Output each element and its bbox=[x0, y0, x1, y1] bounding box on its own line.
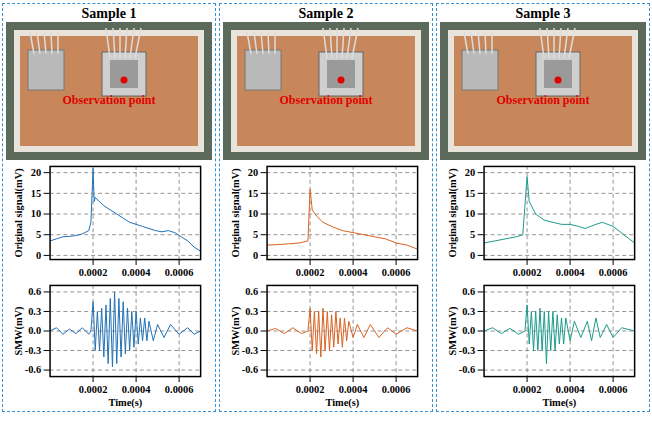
html-text:Sample 1: Sample 1 bbox=[81, 6, 137, 21]
svg-text:SMW(mV): SMW(mV) bbox=[13, 306, 25, 355]
svg-text:0.0004: 0.0004 bbox=[556, 267, 585, 278]
svg-text:0.0: 0.0 bbox=[28, 325, 41, 336]
svg-text:Time(s): Time(s) bbox=[325, 397, 359, 409]
svg-text:Original signal(mV): Original signal(mV) bbox=[13, 168, 25, 257]
svg-text:0.0002: 0.0002 bbox=[79, 384, 108, 395]
svg-text:20: 20 bbox=[31, 167, 41, 178]
svg-text:0.0006: 0.0006 bbox=[382, 384, 411, 395]
svg-text:-0.6: -0.6 bbox=[459, 364, 475, 375]
svg-text:5: 5 bbox=[36, 229, 41, 240]
svg-text:0.0004: 0.0004 bbox=[556, 384, 585, 395]
svg-text:0.0006: 0.0006 bbox=[165, 384, 194, 395]
svg-text:0.0002: 0.0002 bbox=[296, 267, 325, 278]
svg-text:10: 10 bbox=[465, 208, 475, 219]
svg-text:Original signal(mV): Original signal(mV) bbox=[447, 168, 459, 257]
svg-text:0.3: 0.3 bbox=[28, 306, 41, 317]
svg-text:Original signal(mV): Original signal(mV) bbox=[230, 168, 242, 257]
svg-text:0.0002: 0.0002 bbox=[513, 384, 542, 395]
svg-text:20: 20 bbox=[465, 167, 475, 178]
svg-text:10: 10 bbox=[248, 208, 258, 219]
svg-text:0.0006: 0.0006 bbox=[599, 384, 628, 395]
svg-text:0.3: 0.3 bbox=[245, 306, 258, 317]
svg-text:Time(s): Time(s) bbox=[108, 397, 142, 409]
svg-text:20: 20 bbox=[248, 167, 258, 178]
svg-text:10: 10 bbox=[31, 208, 41, 219]
svg-text:15: 15 bbox=[31, 188, 41, 199]
svg-text:15: 15 bbox=[248, 188, 258, 199]
html-text:Sample 3: Sample 3 bbox=[515, 6, 571, 21]
svg-text:-0.6: -0.6 bbox=[242, 364, 258, 375]
svg-text:0.0002: 0.0002 bbox=[513, 267, 542, 278]
svg-text:0.0006: 0.0006 bbox=[165, 267, 194, 278]
svg-text:0.0004: 0.0004 bbox=[122, 267, 151, 278]
svg-text:0.0002: 0.0002 bbox=[79, 267, 108, 278]
svg-text:-0.3: -0.3 bbox=[25, 345, 41, 356]
svg-text:Observation point: Observation point bbox=[279, 93, 372, 107]
svg-text:0.6: 0.6 bbox=[245, 286, 258, 297]
svg-text:SMW(mV): SMW(mV) bbox=[447, 306, 459, 355]
svg-text:SMW(mV): SMW(mV) bbox=[230, 306, 242, 355]
svg-text:0.6: 0.6 bbox=[28, 286, 41, 297]
svg-text:0.6: 0.6 bbox=[462, 286, 475, 297]
svg-text:0: 0 bbox=[36, 250, 41, 261]
html-text:Sample 2: Sample 2 bbox=[298, 6, 354, 21]
svg-text:Time(s): Time(s) bbox=[542, 397, 576, 409]
svg-text:-0.6: -0.6 bbox=[25, 364, 41, 375]
svg-text:5: 5 bbox=[253, 229, 258, 240]
svg-text:0.0006: 0.0006 bbox=[382, 267, 411, 278]
svg-text:0.0002: 0.0002 bbox=[296, 384, 325, 395]
svg-text:-0.3: -0.3 bbox=[459, 345, 475, 356]
svg-text:0.3: 0.3 bbox=[462, 306, 475, 317]
svg-text:15: 15 bbox=[465, 188, 475, 199]
svg-text:0.0004: 0.0004 bbox=[339, 267, 368, 278]
svg-text:5: 5 bbox=[470, 229, 475, 240]
svg-text:Observation point: Observation point bbox=[496, 93, 589, 107]
svg-text:0.0: 0.0 bbox=[245, 325, 258, 336]
svg-text:Observation point: Observation point bbox=[62, 93, 155, 107]
svg-text:0: 0 bbox=[253, 250, 258, 261]
svg-text:-0.3: -0.3 bbox=[242, 345, 258, 356]
svg-text:0.0006: 0.0006 bbox=[599, 267, 628, 278]
svg-text:0: 0 bbox=[470, 250, 475, 261]
svg-text:0.0004: 0.0004 bbox=[122, 384, 151, 395]
svg-text:0.0: 0.0 bbox=[462, 325, 475, 336]
svg-text:0.0004: 0.0004 bbox=[339, 384, 368, 395]
